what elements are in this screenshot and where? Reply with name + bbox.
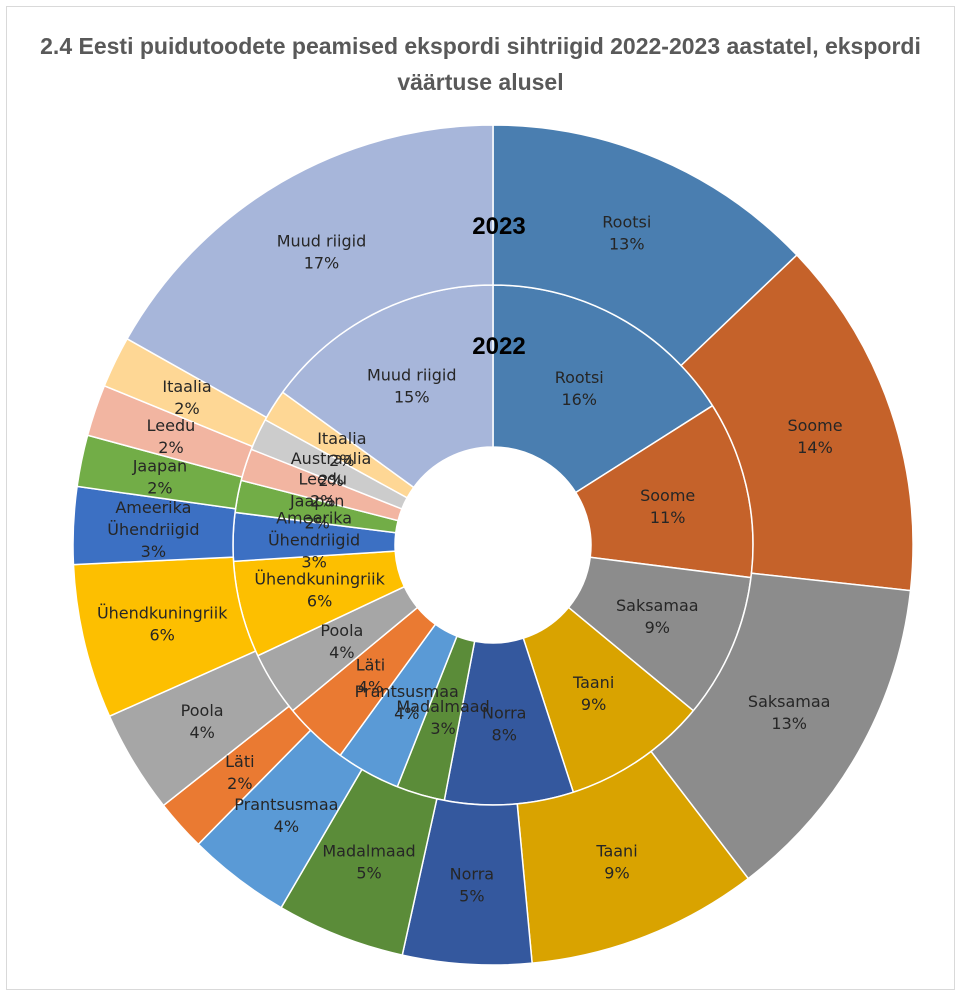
label-2022-jaapan: Jaapan 2%	[289, 491, 344, 532]
label-2023-ameerika-uhendriigid: Ameerika Ühendriigid 3%	[107, 498, 199, 561]
label-2022-taani: Taani 9%	[572, 673, 614, 714]
label-2022-rootsi: Rootsi 16%	[555, 368, 604, 409]
label-2023-norra: Norra 5%	[450, 864, 494, 905]
label-2023-leedu: Leedu 2%	[147, 416, 196, 457]
slice-labels: Rootsi 16%Soome 11%Saksamaa 9%Taani 9%Norra 8…	[97, 212, 843, 905]
label-2022-madalmaad: Madalmaad 3%	[396, 697, 489, 738]
label-2022-uhendkuningriik: Ühendkuningriik 6%	[254, 570, 385, 611]
label-2022-itaalia: Itaalia 2%	[317, 429, 366, 470]
label-2022-ameerika-uhendriigid: Ameerika Ühendriigid 3%	[268, 508, 360, 571]
label-2022-muud-riigid: Muud riigid 15%	[367, 366, 457, 407]
label-2023-poola: Poola 4%	[181, 701, 224, 742]
slice-2023-muud-riigid	[126, 124, 494, 419]
label-2023-uhendkuningriik: Ühendkuningriik 6%	[97, 604, 228, 645]
ring-2022	[232, 284, 754, 806]
label-2022-lati: Läti 4%	[356, 655, 385, 696]
label-2023-lati: Läti 2%	[225, 752, 254, 793]
label-2023-taani: Taani 9%	[595, 842, 637, 883]
label-2023-muud-riigid: Muud riigid 17%	[277, 231, 367, 272]
ring-label-2022: 2022	[472, 333, 525, 360]
ring-2023	[72, 124, 914, 966]
label-2023-madalmaad: Madalmaad 5%	[322, 842, 415, 883]
label-2023-saksamaa: Saksamaa 13%	[748, 692, 831, 733]
label-2022-soome: Soome 11%	[640, 486, 695, 527]
label-2023-rootsi: Rootsi 13%	[602, 212, 651, 253]
slice-2023-soome	[680, 253, 914, 592]
label-2022-leedu: Leedu 2%	[298, 470, 347, 511]
ring-label-2023: 2023	[472, 213, 525, 240]
label-2022-saksamaa: Saksamaa 9%	[616, 596, 699, 637]
label-2023-soome: Soome 14%	[787, 416, 842, 457]
label-2022-prantsusmaa: Prantsusmaa 4%	[355, 682, 459, 723]
label-2022-norra: Norra 8%	[482, 704, 526, 745]
label-2023-itaalia: Itaalia 2%	[162, 377, 211, 418]
chart-frame	[6, 6, 955, 990]
label-2022-poola: Poola 4%	[320, 621, 363, 662]
label-2023-jaapan: Jaapan 2%	[132, 457, 187, 498]
label-2023-prantsusmaa: Prantsusmaa 4%	[234, 795, 338, 836]
label-2022-austraalia: Austraalia 2%	[291, 449, 372, 490]
chart-title: 2.4 Eesti puidutoodete peamised ekspordi…	[40, 33, 921, 95]
